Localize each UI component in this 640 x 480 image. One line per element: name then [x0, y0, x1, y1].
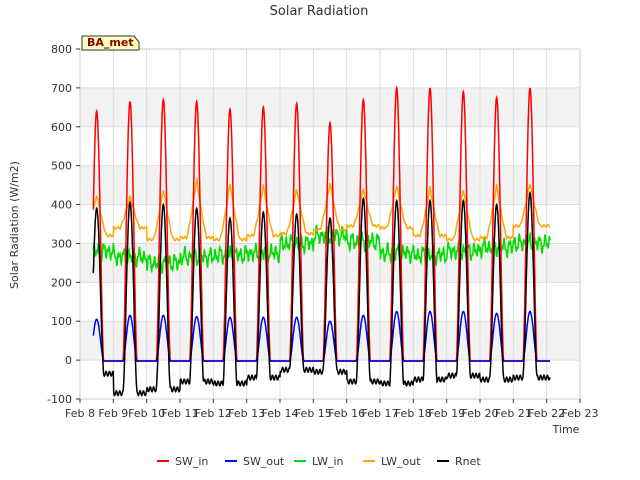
- x-tick-label: Feb 18: [395, 407, 432, 420]
- station-badge: BA_met: [81, 35, 140, 51]
- x-tick-label: Feb 10: [128, 407, 165, 420]
- y-tick-label: 100: [51, 315, 72, 328]
- legend: SW_in SW_out LW_in LW_out Rnet: [157, 455, 481, 468]
- x-tick-label: Feb 17: [362, 407, 399, 420]
- y-tick-label: 800: [51, 43, 72, 56]
- x-axis-label: Time: [552, 423, 580, 436]
- y-tick-label: 700: [51, 82, 72, 95]
- legend-item: SW_out: [225, 455, 285, 468]
- legend-label: LW_in: [312, 455, 344, 468]
- x-tick-label: Feb 21: [495, 407, 532, 420]
- legend-label: LW_out: [381, 455, 421, 468]
- x-tick-label: Feb 20: [462, 407, 499, 420]
- y-tick-label: 0: [65, 354, 72, 367]
- x-tick-label: Feb 19: [428, 407, 465, 420]
- series-line-lw-out: [92, 178, 551, 242]
- legend-item: Rnet: [437, 455, 481, 468]
- x-tick-label: Feb 13: [228, 407, 265, 420]
- x-tick-label: Feb 14: [262, 407, 299, 420]
- x-tick-label: Feb 12: [195, 407, 232, 420]
- x-tick-label: Feb 11: [162, 407, 199, 420]
- y-tick-label: 400: [51, 199, 72, 212]
- x-tick-label: Feb 15: [295, 407, 332, 420]
- y-axis-label: Solar Radiation (W/m2): [8, 161, 21, 289]
- y-tick-label: 300: [51, 237, 72, 250]
- chart-title: Solar Radiation: [270, 4, 369, 19]
- grid-band: [80, 321, 580, 361]
- plot-border: [79, 48, 581, 400]
- y-tick-label: 600: [51, 121, 72, 134]
- x-tick-label: Feb 23: [562, 407, 599, 420]
- y-tick-label: 200: [51, 276, 72, 289]
- x-tick-label: Feb 16: [328, 407, 365, 420]
- legend-label: SW_in: [175, 455, 208, 468]
- legend-item: LW_out: [363, 455, 421, 468]
- legend-label: SW_out: [243, 455, 285, 468]
- legend-label: Rnet: [455, 455, 481, 468]
- series-layer: [92, 85, 551, 397]
- station-badge-label: BA_met: [87, 36, 134, 49]
- x-tick-label: Feb 9: [98, 407, 128, 420]
- y-tick-label: -100: [47, 393, 72, 406]
- y-tick-label: 500: [51, 160, 72, 173]
- series-line-lw-in: [92, 224, 551, 274]
- legend-item: LW_in: [294, 455, 344, 468]
- x-tick-label: Feb 22: [528, 407, 565, 420]
- x-tick-label: Feb 8: [65, 407, 95, 420]
- legend-item: SW_in: [157, 455, 208, 468]
- y-axis-ticks: -100 0 100 200 300 400 500 600 700 800: [47, 43, 80, 406]
- series-line-rnet: [92, 190, 551, 397]
